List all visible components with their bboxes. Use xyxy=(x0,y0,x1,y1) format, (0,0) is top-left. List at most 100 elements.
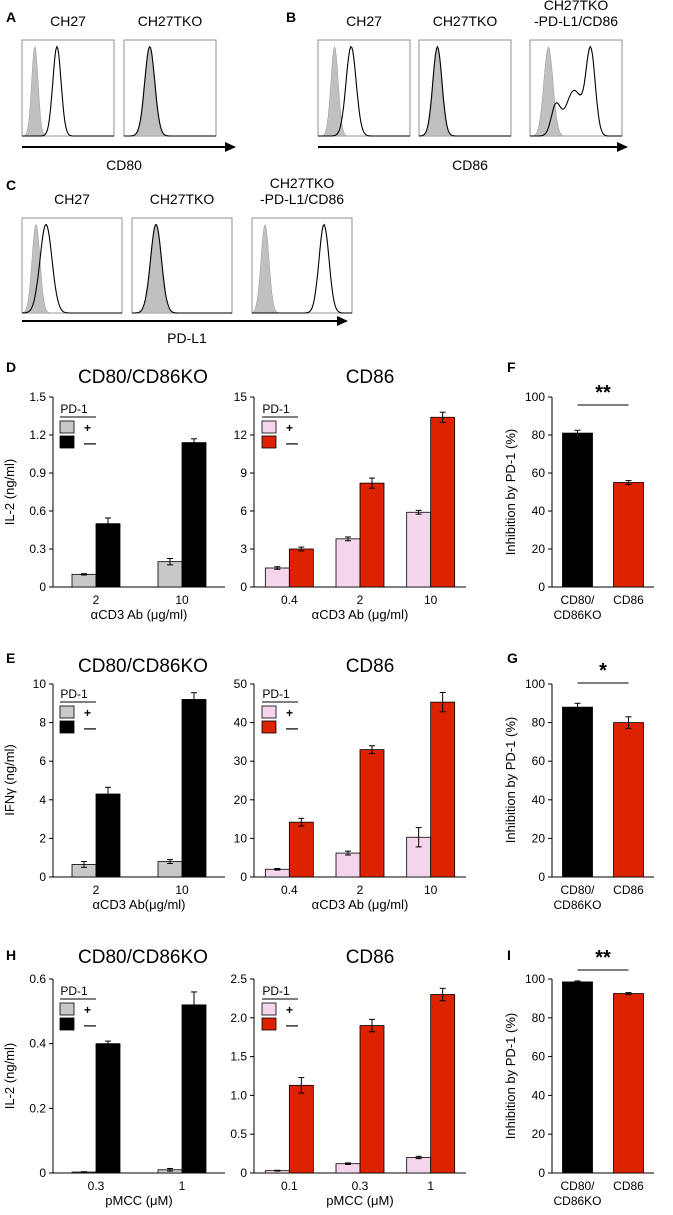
legend-swatch xyxy=(59,435,75,449)
chart-title: CD80/CD86KO xyxy=(78,947,208,968)
x-axis-label: pMCC (μM) xyxy=(326,1193,393,1208)
sample-label-line: -PD-L1/CD86 xyxy=(260,191,344,207)
y-tick-label: 4 xyxy=(39,793,46,807)
significance-label: ** xyxy=(595,947,611,969)
bar xyxy=(95,523,121,588)
y-tick-label: 2.0 xyxy=(230,1011,247,1025)
error-bar xyxy=(167,558,173,566)
y-tick-label: 100 xyxy=(525,390,545,404)
error-bar xyxy=(345,1162,351,1165)
x-tick-label-line: CD80/ xyxy=(560,593,595,607)
panel-letter-g: G xyxy=(507,650,518,666)
bar xyxy=(335,852,361,878)
marker-label: CD80 xyxy=(106,157,142,173)
y-axis-label: Inhibition by PD-1 (%) xyxy=(503,429,518,555)
x-axis-label: αCD3 Ab(μg/ml) xyxy=(92,897,185,912)
bar xyxy=(157,561,183,588)
legend: PD-1 +— xyxy=(261,687,298,735)
legend-swatch xyxy=(261,720,277,734)
error-bar xyxy=(105,1040,111,1047)
y-tick-label: 2 xyxy=(39,831,46,845)
flow-histogram: CH27TKO xyxy=(131,191,233,314)
panel-a: A CH27 CH27TKO CD80 xyxy=(6,9,236,173)
error-bar xyxy=(369,745,375,754)
significance-label: * xyxy=(599,660,607,682)
y-tick-label: 60 xyxy=(532,754,546,768)
y-tick-label: 40 xyxy=(532,504,546,518)
chart-g: G 0 20 40 60 80 100 Inhibition by PD-1 (%) CD80/… xyxy=(503,650,654,912)
y-tick-label: 0.6 xyxy=(29,504,46,518)
chart-h-right: CD86 0 0.5 1.0 1.5 2.0 2.5 0.1 0.3 1 pMCC (μM) PD-1… xyxy=(230,947,466,1208)
flow-histogram: CH27TKO -PD-L1/CD86 xyxy=(529,0,623,137)
legend-swatch xyxy=(261,435,277,449)
stained-histogram xyxy=(252,223,352,314)
error-bar xyxy=(105,786,111,802)
error-bar xyxy=(574,980,581,984)
x-tick-label: CD80/CD86KO xyxy=(553,1179,601,1208)
error-bar xyxy=(298,817,305,827)
bar xyxy=(288,548,314,588)
bar xyxy=(335,538,361,588)
panel-letter-c: C xyxy=(6,177,16,193)
y-tick-label: 6 xyxy=(240,504,247,518)
legend-title: PD-1 xyxy=(60,984,88,998)
flow-histogram: CH27TKO -PD-L1/CD86 xyxy=(251,175,353,314)
x-tick-label: CD80/CD86KO xyxy=(553,593,601,622)
error-bar xyxy=(167,859,173,864)
bar xyxy=(181,1004,207,1174)
sample-label: CH27TKO -PD-L1/CD86 xyxy=(260,175,344,207)
chart-title: CD80/CD86KO xyxy=(78,367,208,388)
bar xyxy=(359,1025,385,1174)
error-bar xyxy=(81,861,87,868)
error-bar xyxy=(415,509,422,515)
x-tick-label: 10 xyxy=(424,593,438,607)
error-bar xyxy=(105,517,111,530)
x-tick-label-line: CD80/ xyxy=(560,1179,595,1193)
x-tick-label: CD86 xyxy=(613,883,644,897)
legend-swatch xyxy=(261,1017,277,1031)
x-tick-label: 10 xyxy=(175,593,189,607)
legend-title: PD-1 xyxy=(262,687,290,701)
x-tick-label-line: CD86 xyxy=(613,883,644,897)
arrow-head xyxy=(225,142,236,152)
legend-label: — xyxy=(286,436,298,450)
error-bar xyxy=(345,536,351,542)
legend-title: PD-1 xyxy=(262,984,290,998)
x-tick-label: 0.1 xyxy=(281,1179,298,1193)
chart-d-left: D CD80/CD86KO 0 0.3 0.6 0.9 1.2 1.5 IL-2 (ng/ml)… xyxy=(2,359,225,622)
y-tick-label: 0.6 xyxy=(29,972,46,986)
bar xyxy=(562,706,593,878)
chart-title: CD86 xyxy=(346,947,395,968)
sample-label: CH27TKO xyxy=(433,13,498,29)
legend-swatch xyxy=(59,705,75,719)
y-tick-label: 0 xyxy=(240,870,247,884)
y-tick-label: 1.2 xyxy=(29,428,46,442)
x-tick-label: 10 xyxy=(424,883,438,897)
sample-label: CH27 xyxy=(54,191,90,207)
marker-axis-arrow xyxy=(318,142,628,152)
flow-histogram: CH27 xyxy=(21,191,123,314)
error-bar xyxy=(625,480,632,485)
legend-swatch xyxy=(261,705,277,719)
error-bar xyxy=(191,991,197,1019)
y-tick-label: 0 xyxy=(538,1166,545,1180)
sample-label-line: CH27TKO xyxy=(270,175,335,191)
y-tick-label: 100 xyxy=(525,677,545,691)
legend-label: — xyxy=(84,436,96,450)
legend-label: — xyxy=(84,1018,96,1032)
y-tick-label: 80 xyxy=(532,1011,546,1025)
x-tick-label-line: CD86KO xyxy=(553,1194,601,1208)
y-tick-label: 12 xyxy=(234,428,248,442)
error-bar xyxy=(191,692,197,707)
marker-axis-arrow xyxy=(22,316,348,326)
x-tick-label: 2 xyxy=(93,593,100,607)
bar xyxy=(406,1157,432,1174)
panel-letter-f: F xyxy=(507,359,516,375)
panel-letter-h: H xyxy=(6,947,16,963)
panel-letter-d: D xyxy=(6,359,16,375)
y-tick-label: 0 xyxy=(240,1166,247,1180)
y-tick-label: 50 xyxy=(234,677,248,691)
y-tick-label: 2.5 xyxy=(230,972,247,986)
bar xyxy=(359,482,385,588)
